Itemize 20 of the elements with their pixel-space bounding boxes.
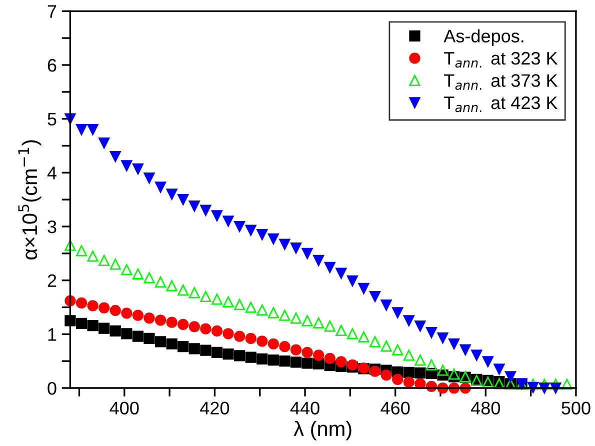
legend-label: T$_{ann.}$ at 423 K (444, 96, 558, 112)
x-tick-label: 480 (471, 402, 500, 414)
legend-label: T$_{ann.}$ at 323 K (444, 52, 558, 68)
y-axis-title: α×10$^{5}$(cm$^{−1}$) (18, 140, 42, 260)
y-tick-label: 5 (48, 112, 56, 126)
x-tick-label: 500 (562, 402, 590, 414)
y-tick-label: 4 (47, 166, 56, 180)
x-tick-label: 400 (110, 402, 139, 414)
x-tick-label: 460 (380, 402, 410, 414)
x-axis-title: λ (nm) (294, 420, 352, 440)
y-tick-label: 0 (48, 382, 56, 395)
y-tick-label: 3 (48, 220, 56, 234)
y-tick-label: 6 (48, 58, 56, 72)
y-tick-label: 7 (48, 5, 56, 18)
x-tick-label: 420 (200, 402, 230, 414)
legend-label: T$_{ann.}$ at 373 K (444, 74, 558, 90)
y-tick-label: 2 (48, 274, 56, 287)
x-tick-label: 440 (290, 402, 320, 414)
y-tick-label: 1 (48, 328, 56, 341)
legend-label: As-depos. (444, 29, 524, 46)
